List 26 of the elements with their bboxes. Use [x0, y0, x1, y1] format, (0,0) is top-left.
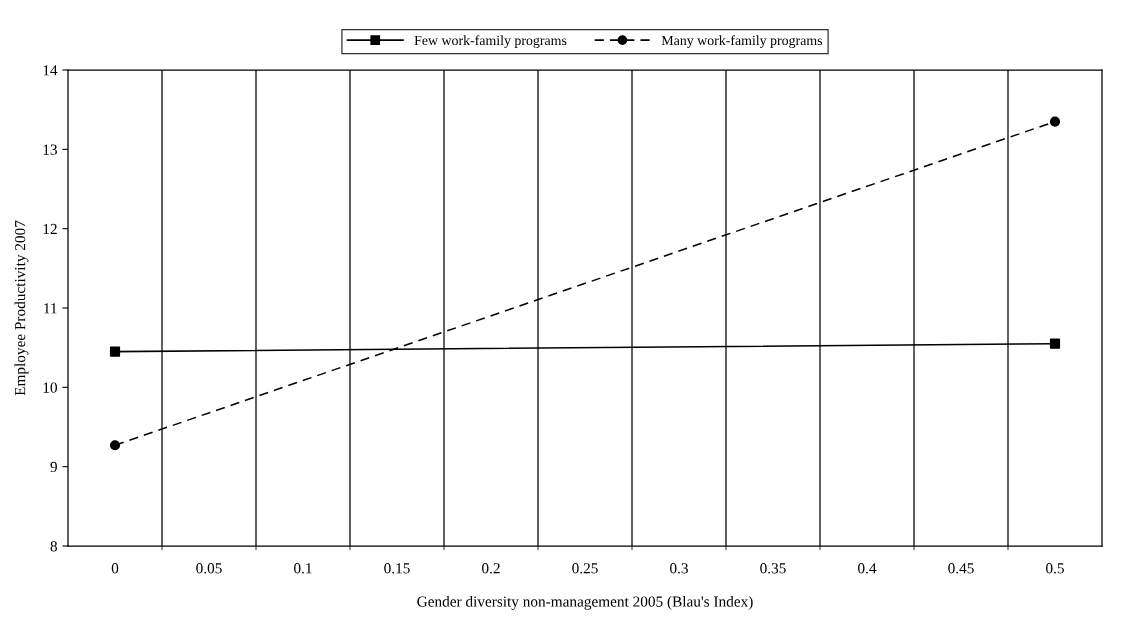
y-tick-label: 9 [50, 461, 57, 473]
legend-label: Few work-family programs [414, 35, 567, 48]
legend-label: Many work-family programs [661, 35, 823, 48]
x-tick-label: 0.3 [670, 563, 688, 574]
y-tick-label: 14 [43, 65, 58, 76]
y-tick-label: 8 [50, 541, 57, 552]
x-tick-label: 0.15 [384, 563, 410, 574]
x-tick-label: 0.25 [572, 563, 598, 574]
x-axis-title: Gender diversity non-management 2005 (Blau's Index) [417, 595, 753, 610]
point [1049, 338, 1061, 349]
y-tick-label: 11 [44, 303, 57, 314]
y-tick-label: 13 [43, 144, 57, 155]
x-tick-label: 0.05 [196, 563, 222, 574]
x-tick-label: 0 [111, 563, 119, 574]
point [109, 346, 121, 357]
y-tick-label: 10 [43, 382, 57, 393]
x-tick-label: 0.35 [760, 563, 786, 574]
x-tick-label: 0.1 [294, 563, 312, 574]
point [109, 440, 121, 451]
y-tick-label: 12 [43, 223, 57, 234]
y-axis-title: Employee Productivity 2007 [14, 220, 29, 396]
x-tick-label: 0.5 [1046, 563, 1064, 574]
point [1049, 116, 1061, 127]
x-tick-label: 0.2 [482, 563, 500, 574]
x-tick-label: 0.4 [858, 563, 877, 574]
x-tick-label: 0.45 [948, 563, 974, 574]
